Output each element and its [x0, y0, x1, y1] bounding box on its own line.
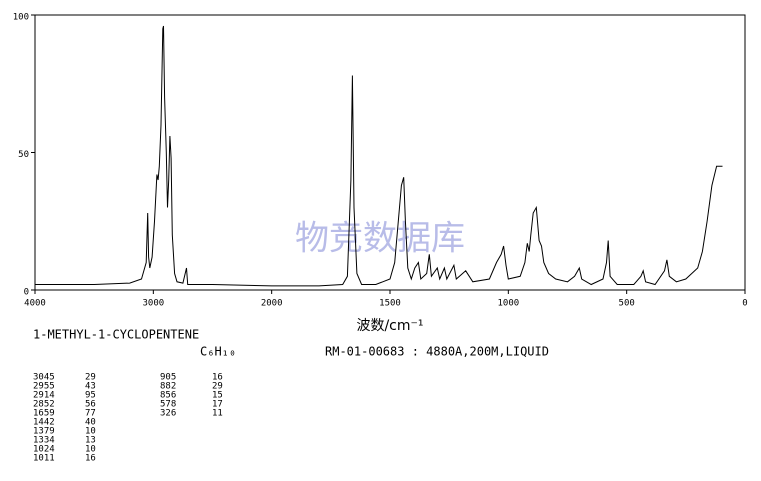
peak-wavenumber: 882 — [160, 382, 176, 392]
peak-wavenumber: 1024 — [33, 445, 55, 455]
x-tick-label: 500 — [619, 299, 635, 309]
x-tick-label: 3000 — [142, 299, 164, 309]
peak-intensity: 17 — [212, 400, 223, 410]
y-tick-label: 50 — [18, 150, 29, 160]
x-tick-label: 1000 — [497, 299, 519, 309]
peak-wavenumber: 3045 — [33, 373, 55, 383]
watermark: 物竞数据库 — [295, 219, 465, 259]
spectrum-line — [35, 25, 723, 287]
peak-wavenumber: 1334 — [33, 436, 55, 446]
peak-intensity: 16 — [212, 373, 223, 383]
peak-intensity: 95 — [85, 391, 96, 401]
peak-wavenumber: 2955 — [33, 382, 55, 392]
peak-wavenumber: 326 — [160, 409, 176, 419]
y-tick-label: 0 — [24, 288, 29, 298]
y-tick-label: 100 — [13, 13, 29, 23]
peak-intensity: 10 — [85, 445, 96, 455]
peak-wavenumber: 905 — [160, 373, 176, 383]
x-axis-label: 波数/cm⁻¹ — [356, 318, 423, 334]
peak-intensity: 56 — [85, 400, 96, 410]
peak-intensity: 77 — [85, 409, 96, 419]
peak-intensity: 11 — [212, 409, 223, 419]
peak-wavenumber: 2852 — [33, 400, 55, 410]
peak-wavenumber: 1442 — [33, 418, 55, 428]
peak-intensity: 40 — [85, 418, 96, 428]
peak-wavenumber: 578 — [160, 400, 176, 410]
reference: RM-01-00683 : 4880A,200M,LIQUID — [325, 345, 549, 359]
peak-wavenumber: 2914 — [33, 391, 55, 401]
x-tick-label: 4000 — [24, 299, 46, 309]
x-tick-label: 1500 — [379, 299, 401, 309]
peak-wavenumber: 1011 — [33, 454, 55, 464]
x-tick-label: 0 — [742, 299, 747, 309]
peak-intensity: 13 — [85, 436, 96, 446]
peak-wavenumber: 856 — [160, 391, 176, 401]
compound: 1-METHYL-1-CYCLOPENTENE — [33, 328, 199, 342]
peak-intensity: 15 — [212, 391, 223, 401]
peak-wavenumber: 1379 — [33, 427, 55, 437]
peak-wavenumber: 1659 — [33, 409, 55, 419]
formula: C₆H₁₀ — [200, 345, 236, 359]
x-tick-label: 2000 — [261, 299, 283, 309]
peak-intensity: 29 — [85, 373, 96, 383]
peak-intensity: 10 — [85, 427, 96, 437]
peak-intensity: 29 — [212, 382, 223, 392]
peak-intensity: 43 — [85, 382, 96, 392]
peak-intensity: 16 — [85, 454, 96, 464]
